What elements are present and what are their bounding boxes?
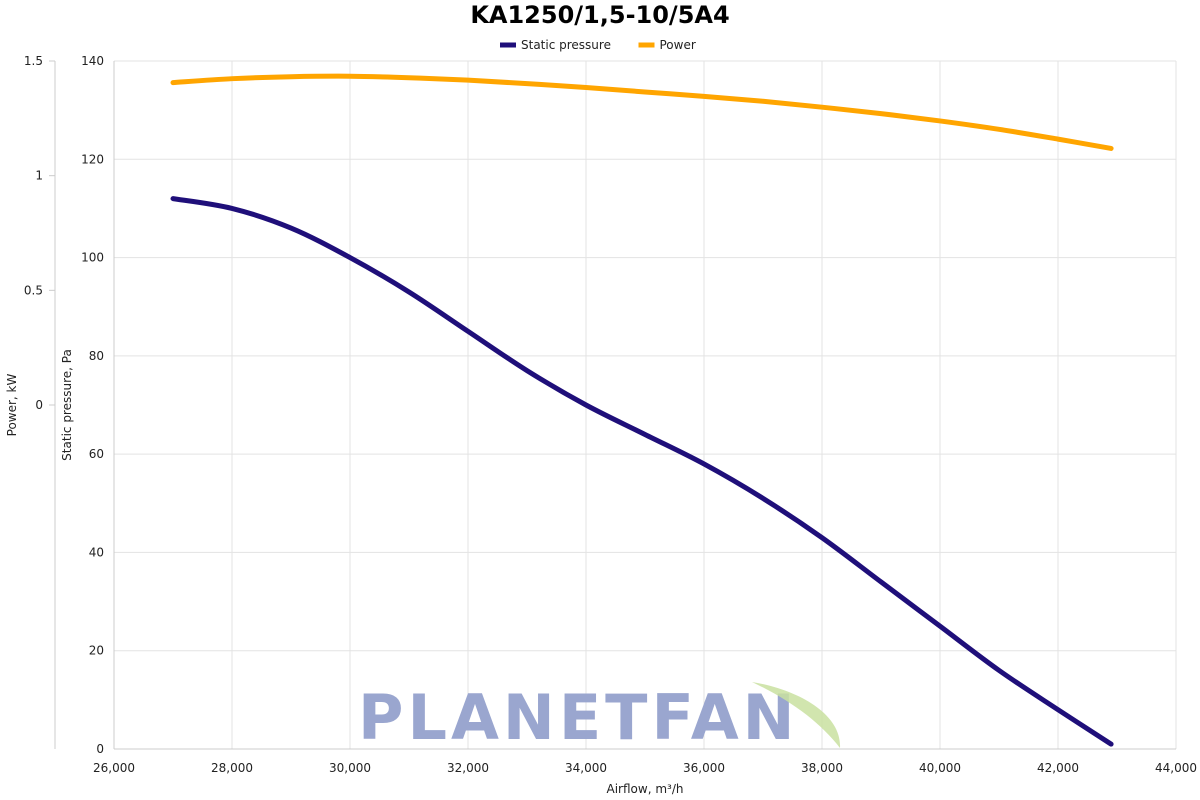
y2-tick-label: 0.5 [24, 283, 43, 297]
chart-title: KA1250/1,5-10/5A4 [470, 1, 729, 29]
y-tick-label: 40 [89, 545, 104, 559]
planetfan-watermark: PLANETFAN [358, 681, 841, 754]
x-tick-label: 40,000 [919, 761, 961, 775]
y-tick-label: 100 [81, 251, 104, 265]
y-tick-label: 20 [89, 644, 104, 658]
y-tick-label: 80 [89, 349, 104, 363]
series [170, 73, 1114, 747]
x-tick-label: 30,000 [329, 761, 371, 775]
y-tick-label: 140 [81, 54, 104, 68]
power-line [170, 73, 1114, 151]
legend: Static pressure Power [500, 38, 696, 52]
leaf-icon [752, 682, 841, 748]
y-axis-label: Static pressure, Pa [60, 349, 74, 461]
axes: 26,000 28,000 30,000 32,000 34,000 36,000 38,0… [24, 54, 1197, 775]
x-tick-label: 26,000 [93, 761, 135, 775]
x-tick-label: 38,000 [801, 761, 843, 775]
static-pressure-line [170, 196, 1114, 747]
legend-item-power: Power [638, 38, 696, 52]
y2-tick-label: 1 [35, 169, 43, 183]
x-axis-label: Airflow, m³/h [607, 782, 684, 796]
y2-axis-label: Power, kW [5, 374, 19, 437]
x-tick-label: 28,000 [211, 761, 253, 775]
x-tick-label: 42,000 [1037, 761, 1079, 775]
y2-tick-label: 1.5 [24, 54, 43, 68]
x-tick-label: 44,000 [1155, 761, 1197, 775]
x-tick-label: 36,000 [683, 761, 725, 775]
x-tick-label: 34,000 [565, 761, 607, 775]
legend-label: Power [660, 38, 696, 52]
legend-item-static-pressure: Static pressure [500, 38, 611, 52]
y-tick-label: 120 [81, 152, 104, 166]
grid [113, 60, 1177, 750]
x-tick-label: 32,000 [447, 761, 489, 775]
watermark-text: PLANETFAN [358, 681, 799, 754]
y-tick-label: 60 [89, 447, 104, 461]
y-tick-label: 0 [96, 742, 104, 756]
legend-label: Static pressure [521, 38, 611, 52]
y2-tick-label: 0 [35, 398, 43, 412]
